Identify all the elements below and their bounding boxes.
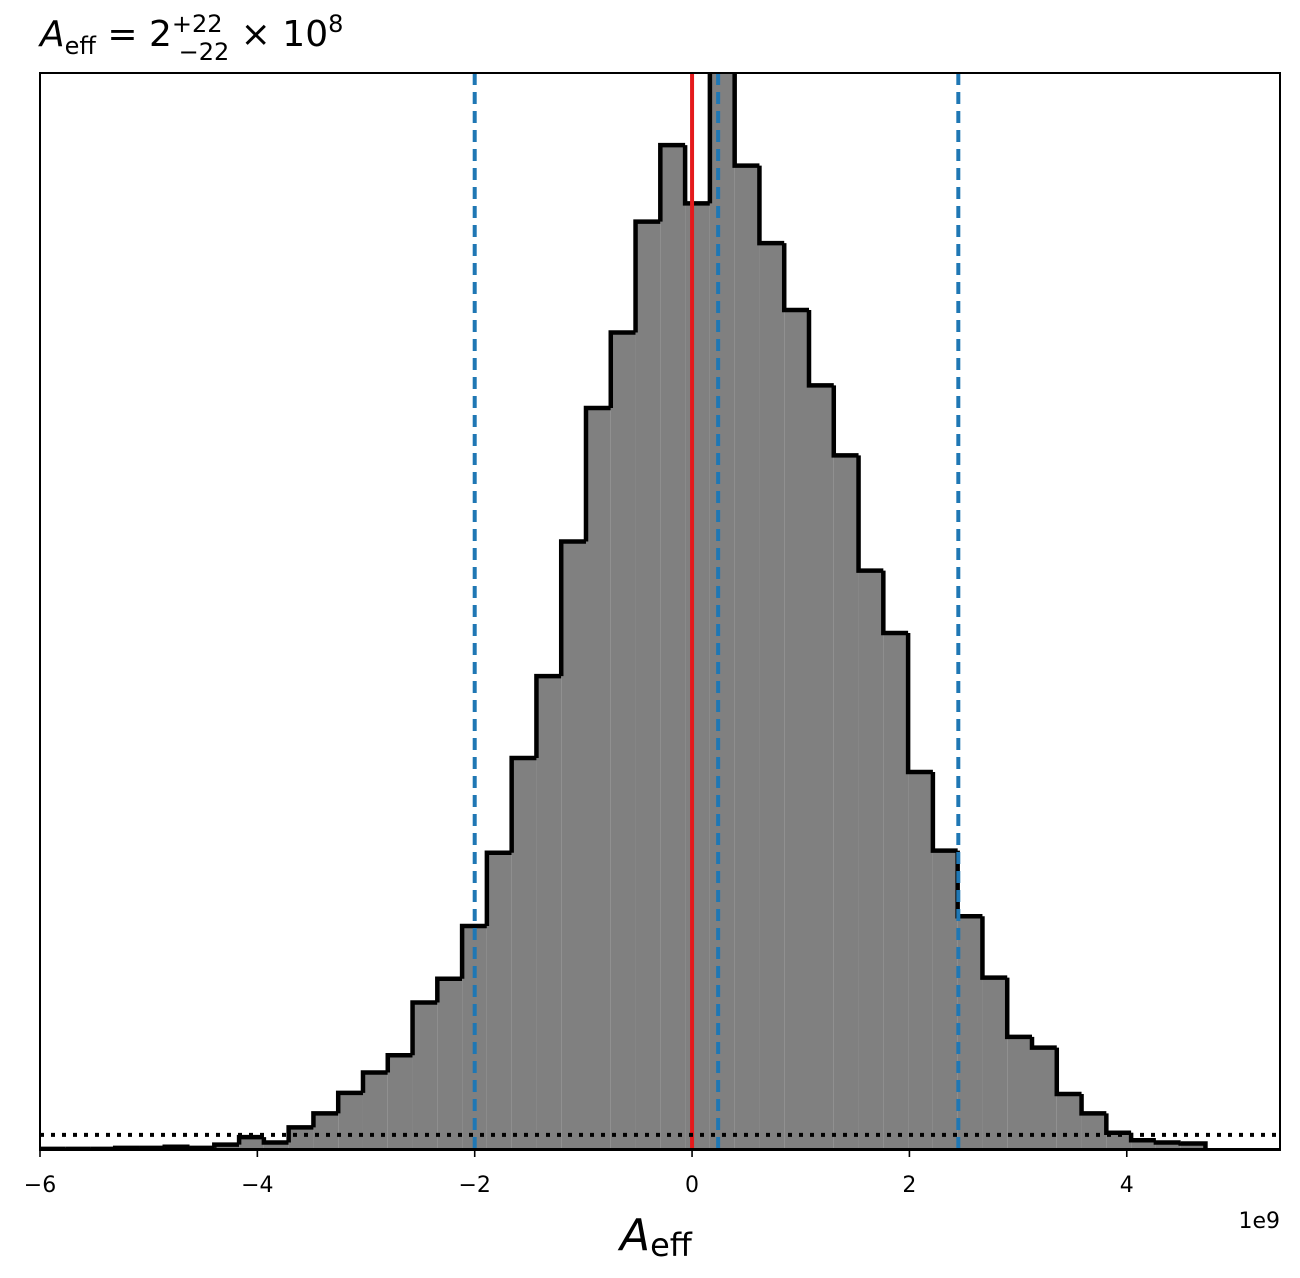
bar-outline xyxy=(335,1090,363,1114)
bar-outline xyxy=(558,539,586,677)
bar xyxy=(883,633,909,1150)
bar xyxy=(486,852,512,1150)
bar-outline xyxy=(410,1000,438,1056)
bar-outline xyxy=(881,570,909,636)
bar-outline xyxy=(658,142,686,222)
bar-outline xyxy=(1079,1094,1107,1116)
bar-outline xyxy=(608,330,636,408)
bar-outline xyxy=(633,219,661,333)
bar xyxy=(660,145,686,1150)
bar-outline xyxy=(236,1134,264,1145)
bar xyxy=(387,1055,413,1150)
bar-outline xyxy=(1004,977,1032,1040)
bar-outline xyxy=(534,673,562,758)
x-tick-label: 2 xyxy=(902,1173,916,1198)
bar-outline xyxy=(187,1145,215,1150)
bar xyxy=(610,332,636,1150)
bar-outline xyxy=(583,405,611,542)
bar-outline xyxy=(435,976,463,1003)
bar xyxy=(1056,1093,1082,1150)
bar xyxy=(734,165,760,1150)
bar xyxy=(313,1113,339,1150)
bar xyxy=(759,243,785,1150)
bar xyxy=(412,1002,438,1150)
bar xyxy=(239,1137,264,1150)
bar xyxy=(214,1144,240,1150)
bar xyxy=(263,1142,289,1150)
bar xyxy=(635,221,661,1150)
bar-outline xyxy=(459,923,487,979)
x-tick-label: 4 xyxy=(1120,1173,1134,1198)
bar-outline xyxy=(831,385,859,458)
bar xyxy=(462,925,487,1150)
bar-outline xyxy=(212,1142,240,1148)
bar-outline xyxy=(1153,1140,1181,1145)
bar-outline xyxy=(360,1070,388,1093)
bar xyxy=(685,203,710,1150)
bar xyxy=(1106,1132,1132,1150)
bar-outline xyxy=(781,243,809,313)
bar-outline xyxy=(484,850,512,926)
bar-outline xyxy=(1178,1141,1208,1150)
bar-outline xyxy=(732,73,760,168)
bar-outline xyxy=(905,633,933,775)
bar xyxy=(858,570,884,1150)
bar-outline xyxy=(806,309,834,388)
bar xyxy=(709,73,735,1150)
bar-outline xyxy=(707,73,713,204)
bar xyxy=(908,771,933,1150)
bar-outline xyxy=(980,916,1008,980)
chart-title: Aeff = 2+22 −22 × 108 xyxy=(38,10,343,66)
plot-area xyxy=(40,73,1280,1150)
bar-outline xyxy=(757,165,785,246)
plot-frame xyxy=(39,72,1281,1151)
bar xyxy=(784,309,809,1150)
bar xyxy=(957,916,983,1150)
bar xyxy=(511,757,537,1150)
bar xyxy=(1155,1142,1181,1150)
x-tick-label: −4 xyxy=(241,1173,273,1198)
bar xyxy=(1131,1140,1156,1150)
bar xyxy=(932,850,958,1150)
bar xyxy=(1081,1113,1107,1150)
bar-outline xyxy=(1104,1113,1132,1136)
x-tick-label: 0 xyxy=(685,1173,699,1198)
bar xyxy=(808,385,834,1150)
bar-outline xyxy=(1029,1036,1057,1050)
bar xyxy=(585,407,611,1150)
bar-outline xyxy=(955,850,983,919)
bar-outline xyxy=(286,1125,314,1143)
bar-outline xyxy=(261,1137,289,1145)
bar xyxy=(833,455,859,1150)
bar-outline xyxy=(162,1144,190,1150)
bar xyxy=(561,541,586,1150)
x-tick-label: −6 xyxy=(24,1173,56,1198)
bar xyxy=(338,1092,363,1150)
bar xyxy=(288,1127,314,1150)
x-offset-label: 1e9 xyxy=(1238,1209,1280,1234)
x-tick-label: −2 xyxy=(458,1173,490,1198)
bar xyxy=(1007,1036,1032,1150)
bar xyxy=(437,978,463,1150)
x-axis-label: Aeff xyxy=(617,1210,693,1264)
bar-outline xyxy=(385,1052,413,1073)
bar xyxy=(362,1072,388,1150)
bar xyxy=(982,977,1008,1150)
bar-outline xyxy=(311,1111,339,1128)
bar xyxy=(1180,1143,1206,1150)
bar-outline xyxy=(930,771,958,853)
bar-outline xyxy=(1054,1047,1082,1097)
bar xyxy=(536,676,562,1150)
bar-outline xyxy=(682,145,710,206)
bar-outline xyxy=(856,455,884,573)
bar-outline xyxy=(509,755,537,853)
